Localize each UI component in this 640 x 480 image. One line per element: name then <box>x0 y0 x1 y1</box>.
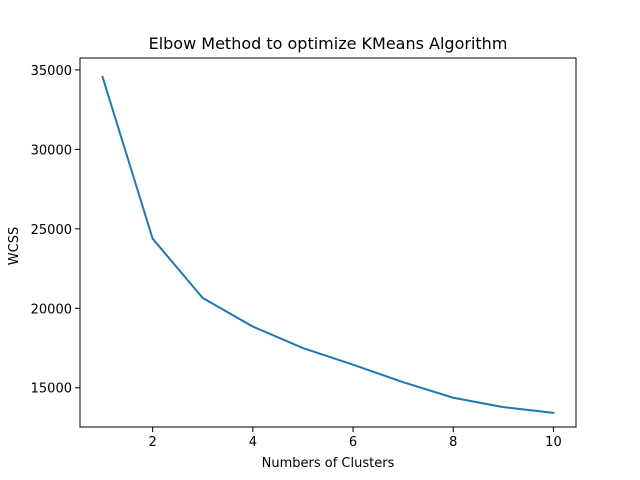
chart-title: Elbow Method to optimize KMeans Algorith… <box>149 34 508 53</box>
x-tick-label: 2 <box>149 435 157 450</box>
x-tick-label: 10 <box>545 435 562 450</box>
y-tick-label: 15000 <box>31 382 72 397</box>
x-axis-label: Numbers of Clusters <box>262 456 395 471</box>
y-tick-label: 35000 <box>31 64 72 79</box>
x-tick-label: 4 <box>249 435 257 450</box>
axes-frame <box>79 57 577 428</box>
axis-ticks: 2 4 6 8 10 15000 20000 25000 30000 35000 <box>31 64 562 450</box>
y-axis-label: WCSS <box>7 227 22 265</box>
y-tick-label: 25000 <box>31 223 72 238</box>
plot-area <box>101 75 555 414</box>
y-tick-label: 20000 <box>31 302 72 317</box>
y-tick-label: 30000 <box>31 143 72 158</box>
x-tick-label: 6 <box>349 435 357 450</box>
series-line <box>101 75 555 414</box>
x-tick-label: 8 <box>449 435 457 450</box>
